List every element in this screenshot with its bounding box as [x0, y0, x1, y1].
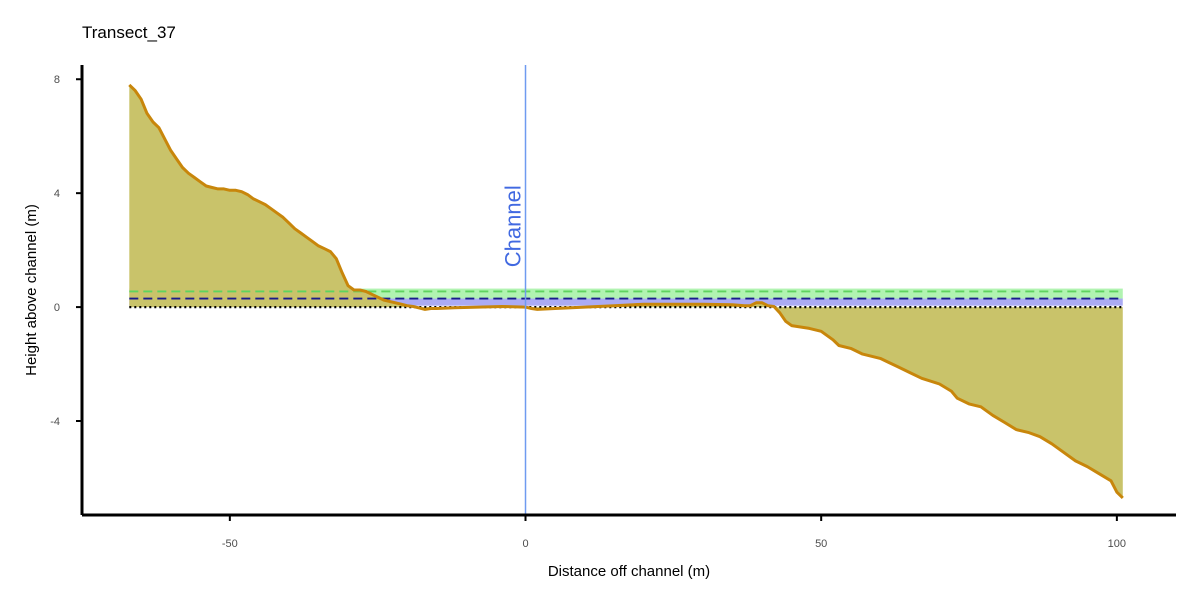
- y-tick-label: 8: [54, 74, 60, 86]
- reference-lines: [129, 290, 1123, 309]
- chart-title: Transect_37: [82, 23, 176, 42]
- profile-line: [128, 83, 1124, 499]
- tick-group: -50 0 50 100 -4 0 4 8: [50, 74, 1126, 550]
- y-axis-label: Height above channel (m): [23, 204, 40, 376]
- x-tick-label: 50: [815, 538, 827, 550]
- reference-bands: [129, 288, 1123, 306]
- x-tick-label: 0: [522, 538, 528, 550]
- channel-label: Channel: [501, 185, 526, 267]
- x-tick-label: -50: [222, 538, 238, 550]
- x-axis-label: Distance off channel (m): [548, 563, 710, 580]
- y-tick-label: -4: [50, 416, 60, 428]
- reference-band-0: [129, 288, 1123, 299]
- y-tick-label: 4: [54, 188, 60, 200]
- profile-line-group: [128, 83, 1124, 499]
- x-tick-label: 100: [1108, 538, 1126, 550]
- axes: [80, 65, 1176, 517]
- channel-marker-group: Channel: [501, 65, 527, 515]
- y-tick-label: 0: [54, 302, 60, 314]
- reference-band-1: [129, 298, 1123, 306]
